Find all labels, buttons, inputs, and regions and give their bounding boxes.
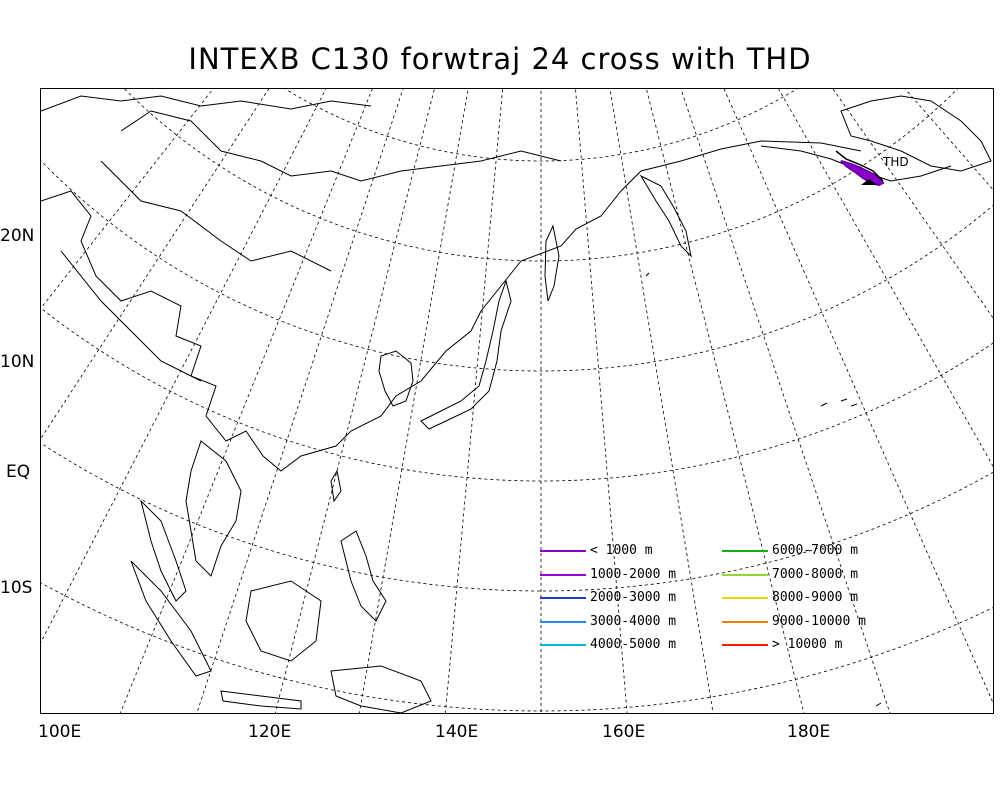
asia-coastline bbox=[41, 140, 862, 472]
legend-swatch bbox=[540, 573, 586, 576]
legend-label: < 1000 m bbox=[590, 543, 653, 558]
legend-label: > 10000 m bbox=[772, 637, 843, 652]
map-canvas: THD bbox=[41, 89, 994, 713]
legend-swatch bbox=[722, 549, 768, 552]
legend-swatch bbox=[722, 643, 768, 646]
sea-coast-inner bbox=[120, 110, 562, 182]
map-title: INTEXB C130 forwtraj 24 cross with THD bbox=[188, 42, 812, 76]
meridian-line bbox=[41, 89, 327, 644]
lon-label-120e: 120E bbox=[248, 722, 292, 742]
meridian-line bbox=[723, 89, 993, 704]
legend-label: 9000-10000 m bbox=[772, 614, 866, 629]
arctic-coastline bbox=[41, 95, 372, 112]
pacific-islands bbox=[645, 272, 882, 707]
kamchatka-coastline bbox=[639, 174, 692, 258]
korea-coastline bbox=[378, 350, 414, 407]
meridian-line bbox=[41, 89, 214, 309]
legend-swatch bbox=[540, 620, 586, 623]
lon-label-140e: 140E bbox=[435, 722, 479, 742]
newguinea-coastline bbox=[330, 665, 432, 713]
meridian-line bbox=[274, 89, 435, 713]
legend-item-7000-8000: 7000-8000 m bbox=[722, 566, 858, 584]
java-coastline bbox=[220, 690, 302, 710]
legend-label: 7000-8000 m bbox=[772, 567, 859, 582]
meridian-line bbox=[358, 89, 469, 713]
meridian-line bbox=[119, 89, 373, 713]
legend-item-1000-2000: 1000-2000 m bbox=[540, 566, 676, 584]
taiwan-coastline bbox=[330, 469, 342, 503]
legend-item-3000-4000: 3000-4000 m bbox=[540, 613, 676, 631]
legend-item-gt10000: > 10000 m bbox=[722, 636, 842, 654]
meridian-line bbox=[445, 89, 504, 713]
meridian-line bbox=[196, 89, 404, 713]
japan-coastline bbox=[420, 279, 512, 430]
borneo-coastline bbox=[245, 580, 322, 662]
border-line bbox=[60, 250, 202, 382]
legend-label: 4000-5000 m bbox=[590, 637, 677, 652]
lon-label-100e: 100E bbox=[38, 722, 82, 742]
lat-label-eq: EQ bbox=[6, 462, 31, 482]
meridian-line bbox=[904, 89, 993, 191]
legend-item-4000-5000: 4000-5000 m bbox=[540, 636, 676, 654]
trajectory-path bbox=[840, 160, 885, 187]
graticule bbox=[41, 89, 994, 713]
meridian-line bbox=[609, 89, 714, 713]
sumatra-coastline bbox=[130, 560, 212, 677]
thd-station-marker bbox=[861, 179, 877, 185]
latitude-circle bbox=[41, 160, 993, 372]
latitude-circle bbox=[284, 89, 798, 162]
legend-label: 1000-2000 m bbox=[590, 567, 677, 582]
legend-swatch bbox=[540, 596, 586, 599]
legend-label: 3000-4000 m bbox=[590, 614, 677, 629]
trajectory-tail bbox=[835, 150, 884, 182]
legend-label: 2000-3000 m bbox=[590, 590, 677, 605]
legend-swatch bbox=[722, 620, 768, 623]
legend-swatch bbox=[540, 643, 586, 646]
lon-label-180e: 180E bbox=[787, 722, 831, 742]
map-frame: THD bbox=[40, 88, 994, 714]
lat-label-20n: 20N bbox=[0, 226, 35, 246]
lat-label-10s: 10S bbox=[0, 578, 33, 598]
latitude-circle bbox=[41, 307, 993, 482]
philippines-coastline bbox=[340, 530, 387, 622]
meridian-line bbox=[541, 89, 994, 241]
indochina-coastline bbox=[185, 440, 242, 577]
meridian-line bbox=[575, 89, 628, 713]
meridian-line bbox=[778, 89, 993, 467]
lat-label-10n: 10N bbox=[0, 352, 35, 372]
legend-swatch bbox=[722, 596, 768, 599]
legend-item-lt1000: < 1000 m bbox=[540, 542, 653, 560]
thd-label: THD bbox=[882, 155, 909, 169]
lon-label-160e: 160E bbox=[602, 722, 646, 742]
legend-swatch bbox=[540, 549, 586, 552]
legend-item-9000-10000: 9000-10000 m bbox=[722, 613, 866, 631]
river-line bbox=[100, 160, 332, 272]
alaska-coastline bbox=[840, 95, 992, 172]
legend-label: 6000-7000 m bbox=[772, 543, 859, 558]
legend-item-8000-9000: 8000-9000 m bbox=[722, 589, 858, 607]
coastlines bbox=[41, 95, 992, 713]
legend-item-2000-3000: 2000-3000 m bbox=[540, 589, 676, 607]
meridian-line bbox=[646, 89, 805, 713]
meridian-line bbox=[541, 89, 994, 101]
trajectory-group bbox=[835, 150, 885, 187]
meridian-line bbox=[832, 89, 993, 319]
sakhalin-coastline bbox=[544, 224, 560, 302]
legend-label: 8000-9000 m bbox=[772, 590, 859, 605]
legend-swatch bbox=[722, 573, 768, 576]
malaya-coastline bbox=[140, 499, 187, 602]
legend-item-6000-7000: 6000-7000 m bbox=[722, 542, 858, 560]
